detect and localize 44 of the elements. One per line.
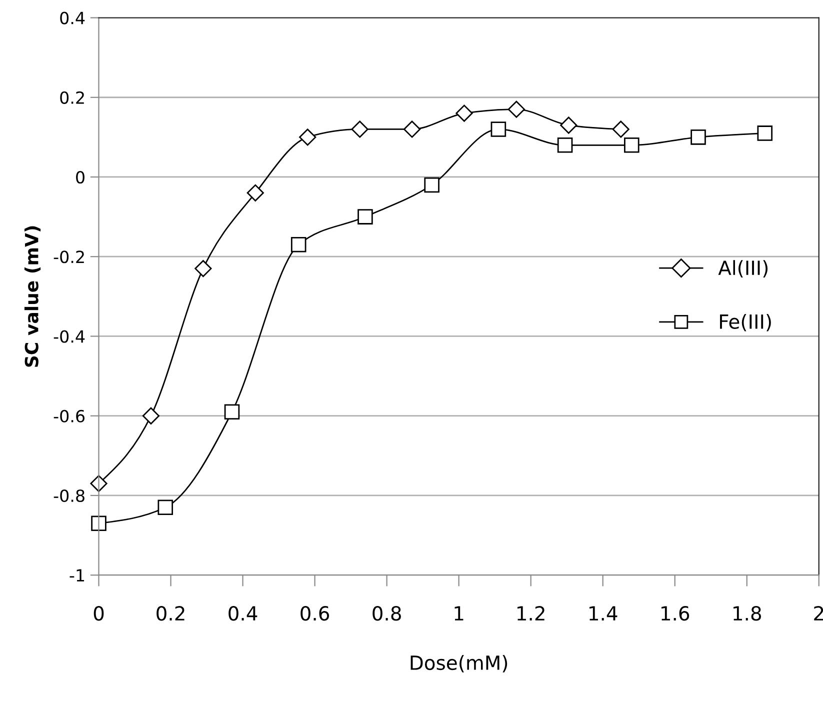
y-tick-label: -0.2 [54,250,84,264]
y-tick-label: 0.2 [60,91,84,104]
point [142,407,160,424]
y-axis-title: SC value (mV) [24,226,41,367]
y-tick-label: -0.8 [54,489,84,502]
point [246,184,264,202]
x-tick-label: 1.6 [662,606,690,621]
legend-label: Al(III) [718,260,768,278]
x-tick-label: 0.2 [156,606,184,621]
x-tick-label: 1.8 [734,606,762,621]
x-tick-label: 0.4 [228,606,258,621]
point [351,120,368,138]
point [194,260,212,278]
point [690,130,706,145]
x-tick-label: 1 [454,606,464,620]
x-tick-label: 0.6 [300,606,330,621]
x-tick-label: 2 [814,606,823,620]
y-tick-label: -0.4 [54,330,85,343]
point [158,500,174,516]
point [424,177,440,193]
x-axis-title: Dose(mM) [410,655,508,672]
x-tick-label: 0 [94,606,104,621]
y-tick-label: 0.4 [60,12,85,24]
x-tick-label: 1.2 [518,606,544,620]
point [560,116,578,134]
point [299,128,316,146]
point [757,126,773,141]
point [456,104,473,122]
point [403,120,421,138]
point [557,138,573,153]
legend-label: Fe(III) [720,314,771,332]
point [490,122,506,137]
x-tick-label: 1.4 [590,606,618,620]
point [508,100,525,118]
x-tick-label: 0.8 [372,606,401,621]
y-tick-label: -0.6 [54,410,85,422]
point [91,516,106,531]
y-tick-label: 0 [76,170,84,184]
point [224,404,240,420]
point [290,237,306,252]
point [358,209,373,224]
point [624,138,640,153]
point [612,120,630,138]
y-tick-label: -1 [70,569,84,582]
